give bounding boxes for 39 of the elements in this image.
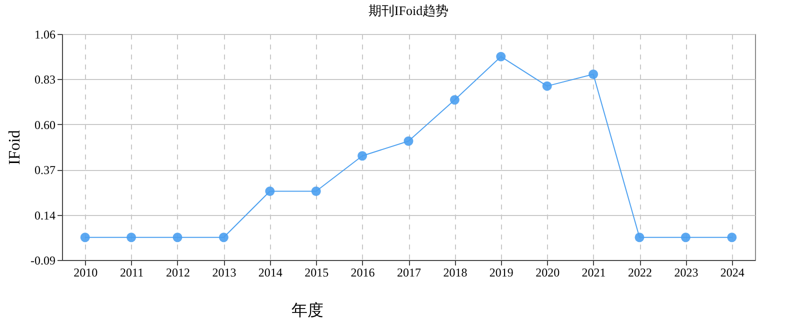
- y-tick-label: -0.09: [30, 254, 56, 268]
- point: [126, 232, 136, 242]
- x-tick-label: 2012: [166, 266, 190, 280]
- x-tick-label: 2024: [720, 266, 744, 280]
- y-axis-title: IFoid: [6, 130, 24, 165]
- x-tick-label: 2016: [350, 266, 375, 280]
- x-tick-label: 2011: [120, 266, 144, 280]
- x-tick-label: 2018: [443, 266, 468, 280]
- point: [450, 95, 460, 105]
- point: [265, 186, 275, 196]
- x-tick-label: 2023: [674, 266, 698, 280]
- point: [680, 232, 690, 242]
- chart-title: 期刊IFoid趋势: [368, 3, 449, 18]
- point: [358, 151, 368, 161]
- y-tick-label: 0.14: [34, 208, 56, 222]
- point: [172, 232, 182, 242]
- x-tick-label: 2020: [536, 266, 560, 280]
- point: [727, 232, 737, 242]
- x-tick-label: 2017: [397, 266, 421, 280]
- point: [588, 70, 598, 80]
- x-tick-label: 2021: [582, 266, 606, 280]
- y-tick-label: 0.37: [34, 163, 56, 178]
- x-tick-label: 2022: [628, 266, 652, 280]
- point: [311, 186, 321, 196]
- x-tick-label: 2013: [212, 266, 236, 280]
- point: [80, 232, 90, 242]
- x-tick-label: 2015: [304, 266, 329, 280]
- y-tick-label: 0.60: [34, 118, 56, 132]
- point: [634, 232, 644, 242]
- x-tick-label: 2014: [258, 266, 282, 280]
- x-tick-label: 2019: [489, 266, 514, 280]
- x-tick-label: 2010: [74, 266, 98, 280]
- y-tick-label: 0.83: [34, 72, 56, 87]
- x-axis-title: 年度: [292, 302, 324, 320]
- point: [496, 52, 506, 62]
- point: [218, 232, 228, 242]
- point: [542, 81, 552, 91]
- point: [404, 136, 414, 146]
- y-tick-label: 1.06: [34, 28, 56, 42]
